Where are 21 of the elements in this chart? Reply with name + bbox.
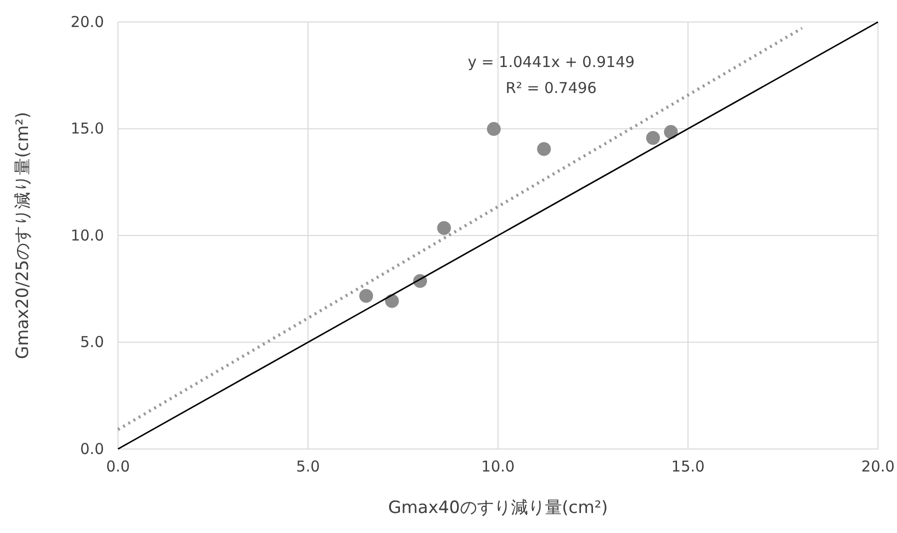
point [359, 289, 374, 303]
x-axis-title: Gmax40のすり減り量(cm²) [388, 498, 608, 518]
point [385, 294, 399, 308]
point [486, 122, 501, 136]
y-tick-label: 20.0 [70, 12, 104, 31]
point [537, 142, 551, 156]
y-tick-label: 5.0 [80, 333, 104, 352]
x-tick-label: 10.0 [481, 458, 515, 476]
y-axis-title: Gmax20/25のすり減り量(cm²) [13, 112, 33, 360]
y-tick-label: 10.0 [70, 226, 104, 244]
y-tick-label: 0.0 [80, 440, 104, 458]
point [437, 221, 451, 235]
x-tick-label: 20.0 [861, 458, 895, 476]
x-tick-label: 5.0 [296, 458, 320, 476]
annotation: R² = 0.7496 [506, 79, 597, 97]
annotation: y = 1.0441x + 0.9149 [468, 53, 635, 71]
point [664, 125, 678, 139]
y-tick-label: 15.0 [70, 120, 104, 138]
x-tick-label: 0.0 [106, 458, 130, 476]
x-tick-label: 15.0 [671, 458, 705, 476]
point [646, 131, 660, 145]
